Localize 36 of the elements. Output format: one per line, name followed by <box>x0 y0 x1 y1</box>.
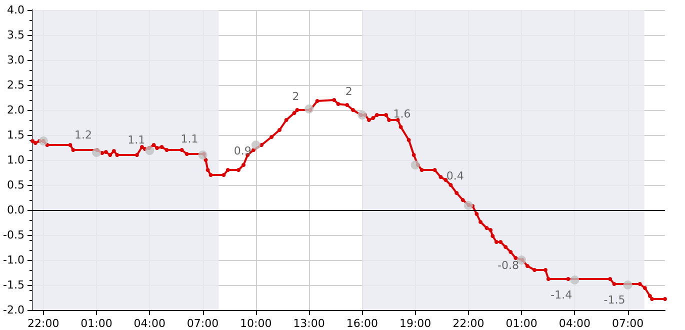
x-tick-label: 07:00 <box>612 317 644 330</box>
annotation: 1.1 <box>180 132 198 146</box>
y-tick-label: 1.5 <box>6 128 24 142</box>
x-tick-label: 04:00 <box>558 317 591 330</box>
y-tick-label: -1.0 <box>2 254 24 266</box>
annotation: 0.4 <box>446 170 464 182</box>
y-tick-label: -1.5 <box>2 278 24 292</box>
x-tick-label: 01:00 <box>506 317 538 330</box>
x-tick-label: 22:00 <box>452 317 484 330</box>
y-tick-label: 0.5 <box>6 178 24 192</box>
x-tick-label: 16:00 <box>346 317 378 330</box>
y-tick-label: 1.0 <box>6 154 24 166</box>
x-tick-label: 04:00 <box>134 317 166 330</box>
x-tick-label: 13:00 <box>293 317 325 330</box>
y-tick-label: -2.0 <box>2 304 24 316</box>
x-tick-label: 07:00 <box>186 317 219 330</box>
annotation: -1.4 <box>550 288 572 302</box>
x-tick-label: 19:00 <box>399 317 432 330</box>
annotation: 2 <box>292 90 300 103</box>
annotation: 1.2 <box>74 128 92 142</box>
annotation: 2 <box>345 85 352 98</box>
y-tick-label: 3.0 <box>6 54 24 66</box>
annotation: 1.1 <box>128 134 146 146</box>
x-tick-label: 10:00 <box>240 317 272 330</box>
annotation: 0.9 <box>234 144 252 158</box>
y-tick-label: 3.5 <box>6 28 24 42</box>
y-tick-label: 2.5 <box>6 78 24 92</box>
y-tick-label: 2.0 <box>6 104 24 116</box>
y-tick-label: -0.5 <box>2 228 24 242</box>
annotation: -1.5 <box>604 294 626 306</box>
annotation: 1.6 <box>393 107 411 120</box>
annotation: -0.8 <box>498 259 519 272</box>
x-tick-label: 01:00 <box>80 317 112 330</box>
x-tick-label: 22:00 <box>28 317 60 330</box>
y-tick-label: 0.0 <box>6 204 24 216</box>
y-tick-label: 4.0 <box>6 4 24 16</box>
